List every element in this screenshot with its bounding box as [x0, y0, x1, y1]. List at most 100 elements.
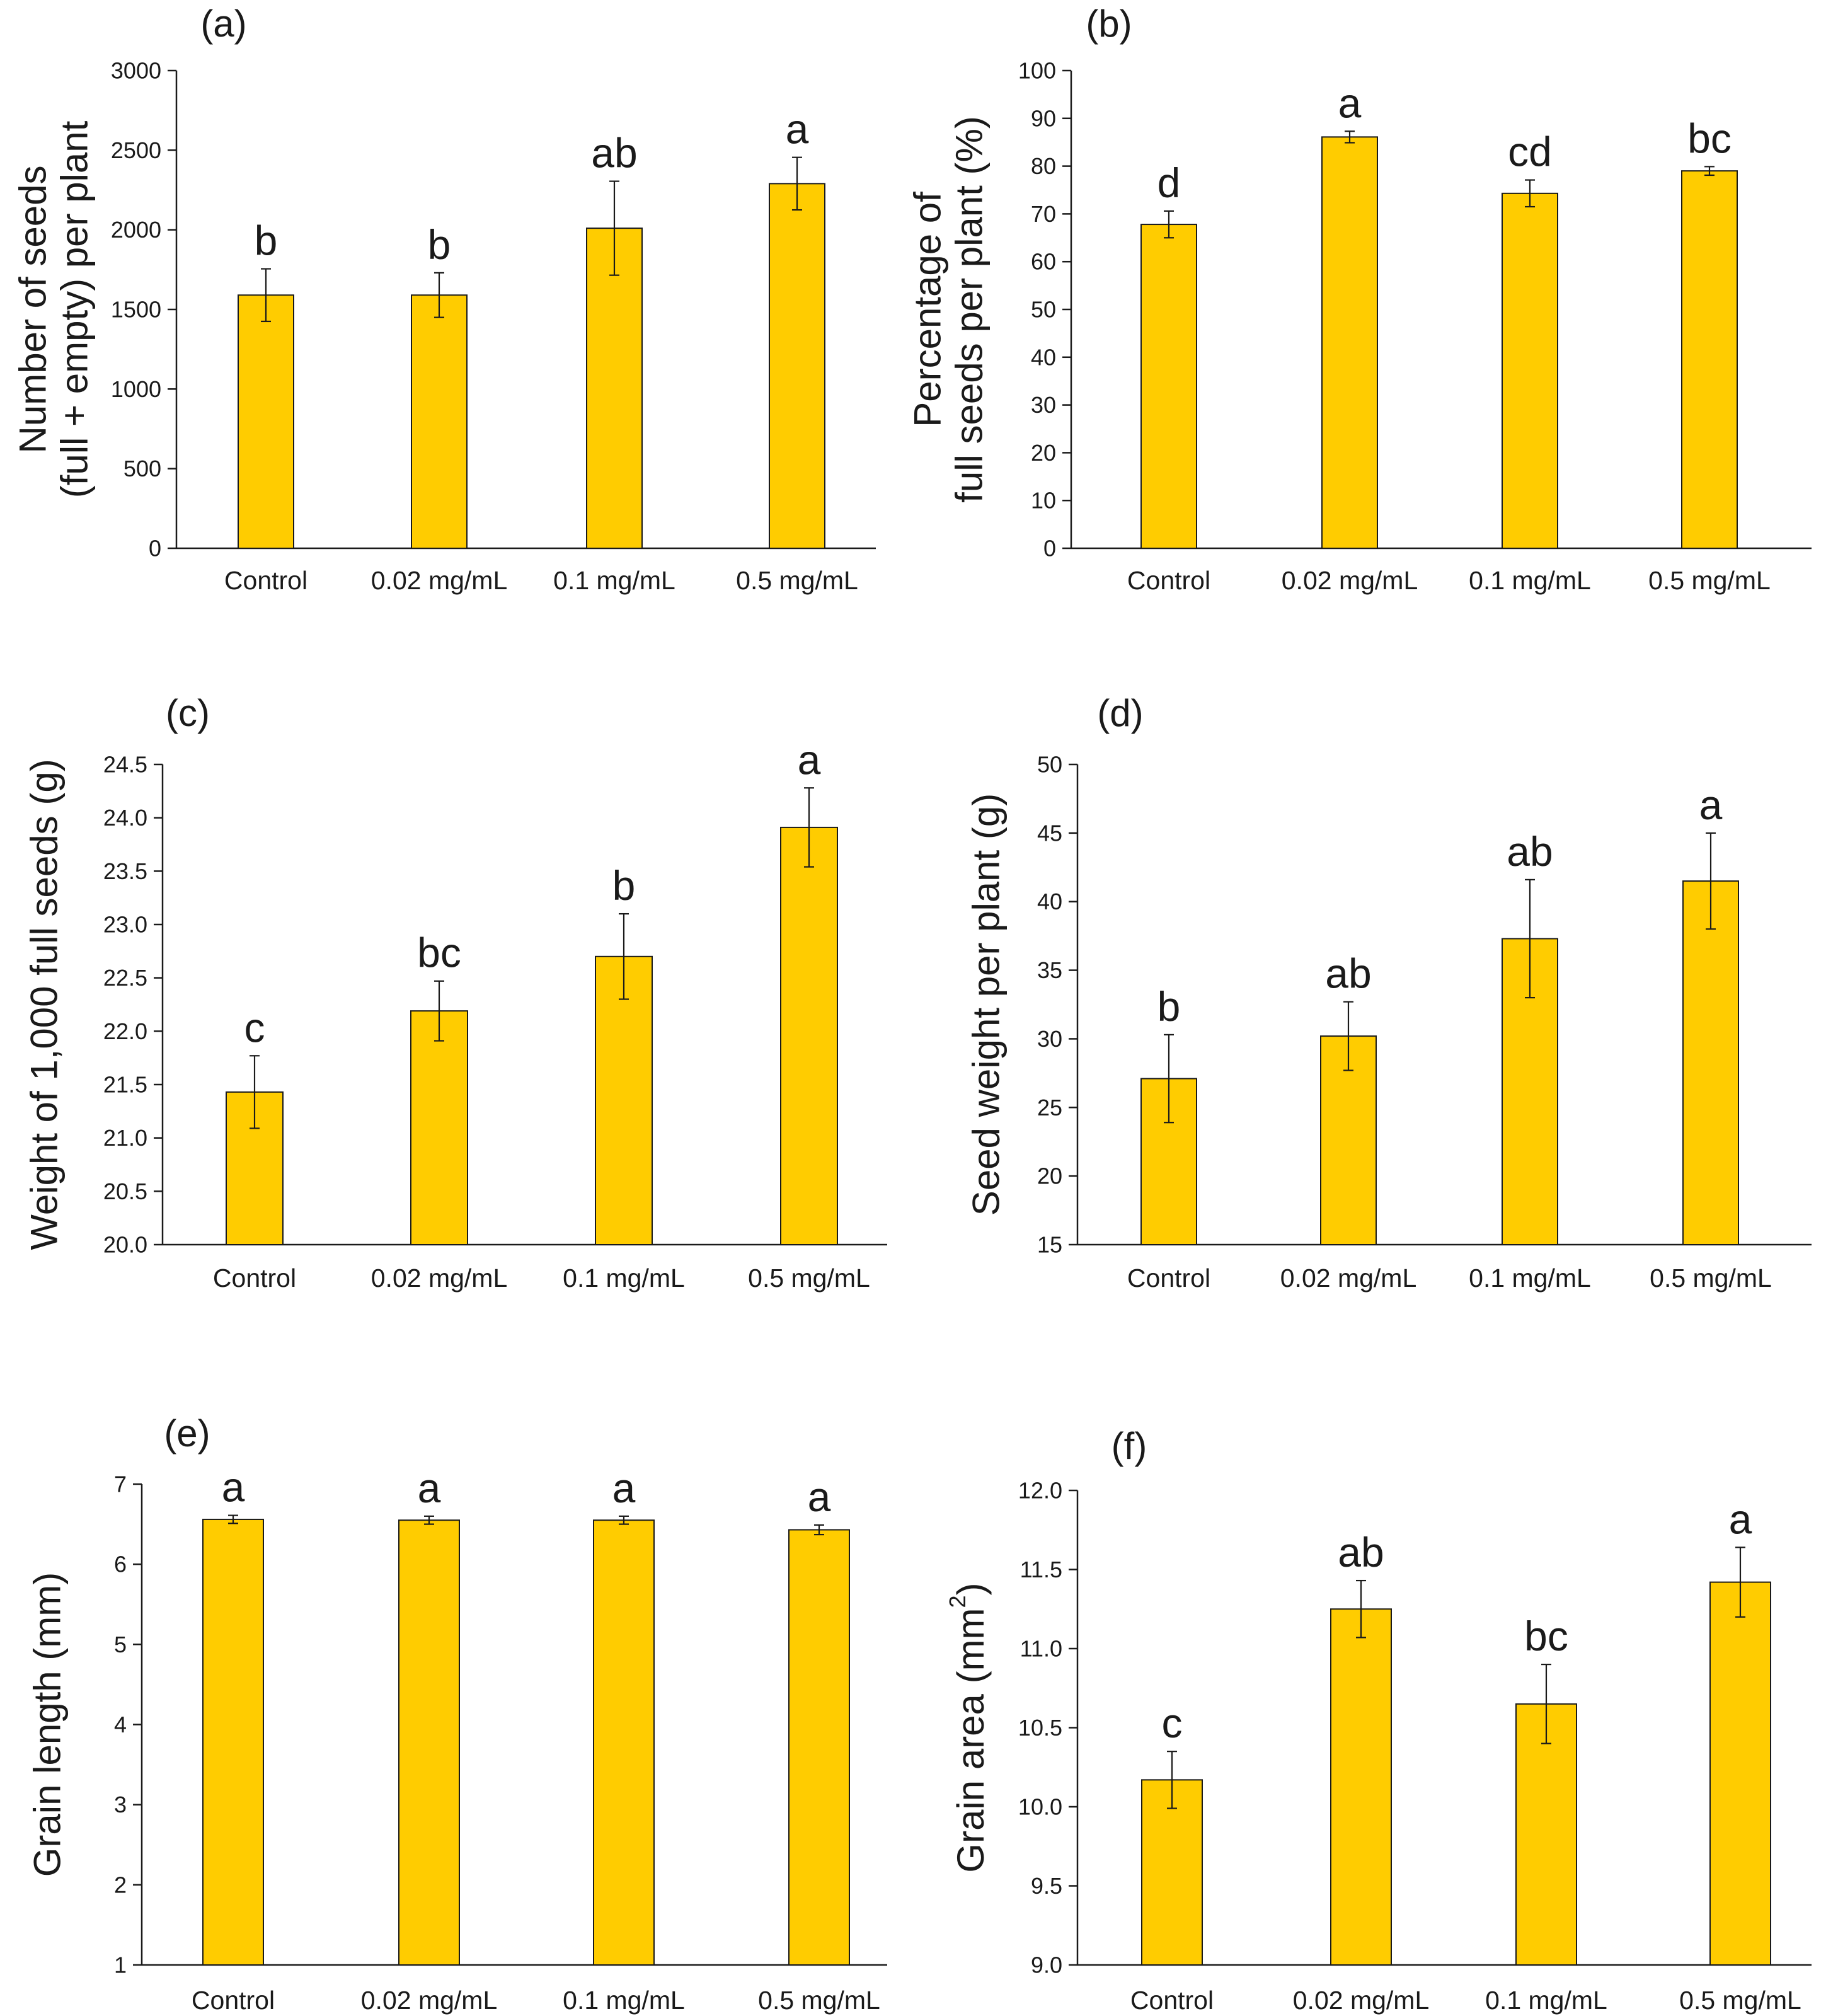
chart-5-significance-letter: c [1162, 1700, 1183, 1746]
chart-4-category-label: Control [192, 1986, 275, 2015]
chart-2-significance-letter: a [798, 736, 821, 783]
chart-4-significance-letter: a [222, 1464, 245, 1511]
chart-5-ytick-label: 11.0 [1020, 1636, 1062, 1662]
chart-2-ytick-label: 21.5 [103, 1072, 147, 1098]
chart-5-category-label: 0.1 mg/mL [1485, 1986, 1607, 2015]
chart-1-significance-letter: d [1157, 159, 1181, 206]
chart-0-bar [411, 294, 468, 549]
chart-5-significance-letter: ab [1338, 1529, 1384, 1575]
chart-2-ytick-label: 24.5 [103, 752, 147, 778]
chart-2-ytick-label: 21.0 [103, 1125, 147, 1151]
chart-4-ytick-label: 1 [114, 1952, 127, 1978]
chart-5-bar [1141, 1779, 1203, 1966]
chart-0-ytick-label: 1500 [111, 297, 161, 323]
chart-2-category-label: 0.5 mg/mL [748, 1264, 870, 1293]
chart-2-ytick-label: 24.0 [103, 805, 147, 831]
chart-3-bar [1682, 880, 1739, 1245]
chart-4-panel-label: (e) [164, 1412, 210, 1454]
chart-0-category-label: 0.1 mg/mL [553, 566, 675, 595]
chart-5-ytick-label: 9.5 [1031, 1873, 1062, 1899]
chart-0-ytick-label: 2500 [111, 137, 161, 163]
chart-4-y-axis-title: Grain length (mm) [26, 1572, 69, 1877]
chart-3-significance-letter: a [1699, 781, 1723, 828]
chart-5-panel-label: (f) [1111, 1425, 1147, 1467]
chart-1-significance-letter: bc [1687, 115, 1732, 161]
chart-4-bar [593, 1519, 655, 1966]
chart-1-ytick-label: 20 [1031, 440, 1056, 466]
chart-3-panel-label: (d) [1097, 692, 1143, 734]
chart-3-ytick-label: 40 [1037, 889, 1062, 914]
chart-2-category-label: 0.02 mg/mL [371, 1264, 508, 1293]
chart-3-category-label: 0.02 mg/mL [1280, 1264, 1417, 1293]
chart-3-ytick-label: 50 [1037, 752, 1062, 778]
chart-4-ytick-label: 5 [114, 1632, 127, 1657]
chart-1-ytick-label: 90 [1031, 105, 1056, 131]
chart-5-y-axis-title: Grain area (mm2) [945, 1582, 992, 1872]
chart-3-y-axis-title: Seed weight per plant (g) [965, 793, 1008, 1216]
chart-2-ytick-label: 20.5 [103, 1178, 147, 1204]
chart-2-ytick-label: 23.0 [103, 912, 147, 938]
chart-2-bar [780, 826, 838, 1245]
chart-5-ytick-label: 9.0 [1031, 1952, 1062, 1978]
chart-0-category-label: 0.5 mg/mL [736, 566, 858, 595]
chart-5-y-axis-title-suffix: ) [950, 1582, 992, 1595]
chart-4-category-label: 0.1 mg/mL [563, 1986, 685, 2015]
chart-2-ytick-label: 22.5 [103, 965, 147, 991]
chart-5-category-label: Control [1130, 1986, 1214, 2015]
chart-4-ytick-label: 6 [114, 1552, 127, 1577]
chart-1-ytick-label: 50 [1031, 297, 1056, 323]
chart-0-ytick-label: 3000 [111, 58, 161, 84]
chart-2-significance-letter: bc [417, 930, 461, 976]
chart-2-y-axis-title: Weight of 1,000 full seeds (g) [23, 759, 66, 1250]
chart-0-y-axis-title: Number of seeds [12, 166, 54, 454]
chart-1-significance-letter: a [1338, 79, 1362, 126]
chart-0-bar [586, 228, 643, 549]
chart-4-ytick-label: 7 [114, 1472, 127, 1497]
chart-1-ytick-label: 80 [1031, 153, 1056, 179]
chart-3-category-label: 0.1 mg/mL [1469, 1264, 1591, 1293]
chart-4-significance-letter: a [808, 1473, 831, 1520]
chart-1-ytick-label: 10 [1031, 488, 1056, 514]
chart-1-ytick-label: 70 [1031, 201, 1056, 227]
chart-1-bar [1321, 136, 1378, 549]
chart-4-significance-letter: a [612, 1465, 636, 1511]
chart-4-category-label: 0.02 mg/mL [361, 1986, 498, 2015]
chart-1-bar [1681, 170, 1738, 549]
chart-0-category-label: Control [224, 566, 307, 595]
chart-4-ytick-label: 2 [114, 1872, 127, 1898]
chart-3-significance-letter: ab [1507, 828, 1553, 875]
chart-1-ytick-label: 100 [1018, 58, 1056, 84]
chart-5-category-label: 0.02 mg/mL [1293, 1986, 1430, 2015]
chart-0-bar [238, 294, 294, 549]
chart-3-significance-letter: ab [1325, 950, 1371, 997]
chart-3-category-label: Control [1127, 1264, 1210, 1293]
chart-2-significance-letter: c [244, 1004, 265, 1051]
chart-0-significance-letter: b [255, 217, 278, 264]
chart-1-category-label: 0.5 mg/mL [1648, 566, 1771, 595]
chart-2-bar [410, 1010, 468, 1246]
chart-5-y-axis-title-sup: 2 [945, 1595, 970, 1608]
chart-5-ytick-label: 10.0 [1018, 1794, 1062, 1820]
chart-2-category-label: 0.1 mg/mL [563, 1264, 685, 1293]
chart-2-ytick-label: 23.5 [103, 858, 147, 884]
chart-1-y-axis-title: Percentage of [907, 192, 949, 427]
chart-0-bar [769, 183, 825, 550]
chart-1-ytick-label: 30 [1031, 392, 1056, 418]
chart-1-category-label: 0.1 mg/mL [1469, 566, 1591, 595]
chart-3-ytick-label: 30 [1037, 1026, 1062, 1052]
chart-0-y-axis-title: (full + empty) per plant [54, 120, 96, 498]
chart-5-y-axis-title-prefix: Grain area (mm [950, 1608, 992, 1872]
chart-1-category-label: Control [1127, 566, 1210, 595]
chart-2-category-label: Control [213, 1264, 296, 1293]
chart-0-significance-letter: a [786, 106, 809, 153]
chart-5-category-label: 0.5 mg/mL [1679, 1986, 1801, 2015]
chart-2-significance-letter: b [612, 862, 636, 909]
chart-0-significance-letter: ab [591, 130, 637, 176]
chart-2-ytick-label: 20.0 [103, 1232, 147, 1258]
chart-3-ytick-label: 20 [1037, 1163, 1062, 1189]
chart-1-y-axis-title: full seeds per plant (%) [948, 116, 991, 503]
chart-0-category-label: 0.02 mg/mL [371, 566, 508, 595]
chart-1-bar [1140, 224, 1197, 549]
chart-2-panel-label: (c) [166, 692, 210, 734]
